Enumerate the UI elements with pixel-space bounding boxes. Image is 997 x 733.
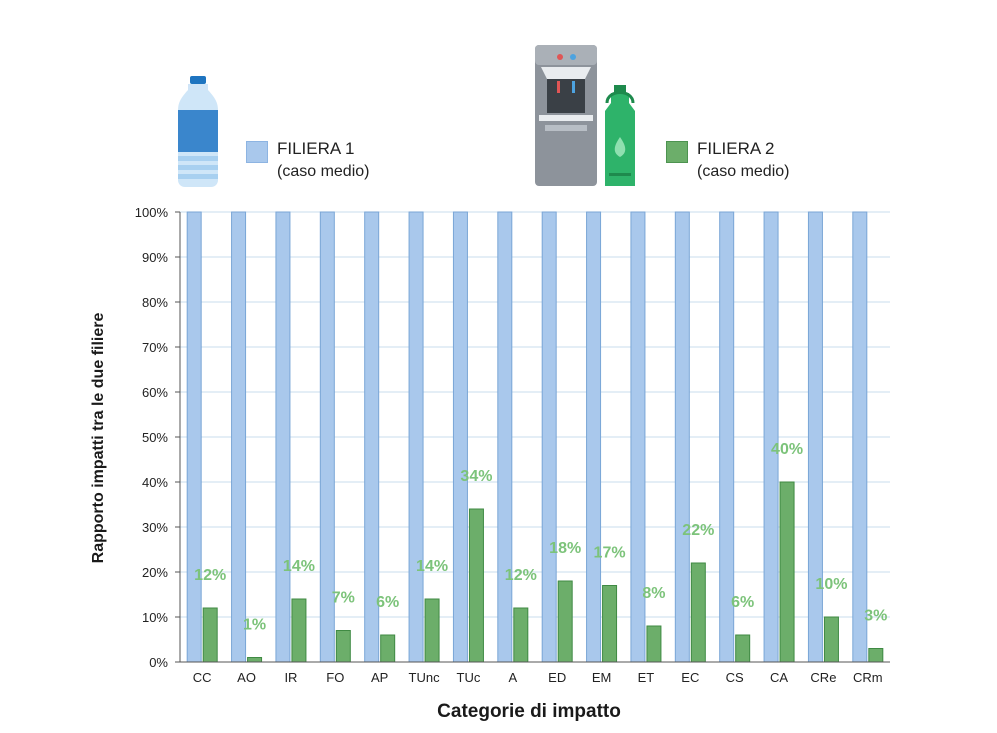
x-tick-label-AP: AP [371, 670, 388, 685]
legend-sublabel-filiera-2: (caso medio) [697, 163, 790, 180]
x-tick-label-CA: CA [770, 670, 788, 685]
data-label-AO: 1% [243, 617, 266, 634]
y-tick-label: 0% [149, 655, 168, 670]
y-tick-label: 20% [142, 565, 168, 580]
data-label-TUc: 34% [460, 468, 492, 485]
x-tick-label-EM: EM [592, 670, 612, 685]
bar-filiera-1-ED [541, 211, 557, 663]
y-tick-label: 70% [142, 340, 168, 355]
x-tick-label-CC: CC [193, 670, 212, 685]
y-tick-label: 80% [142, 295, 168, 310]
y-tick-label: 90% [142, 250, 168, 265]
legend-sublabel-filiera-1: (caso medio) [277, 163, 370, 180]
water-dispenser-and-flask-icon [535, 45, 635, 186]
y-axis: 0% 10% 20% 30% 40% 50% 60% 70% 80% 90% 100% [135, 205, 181, 670]
data-label-ET: 8% [642, 585, 665, 602]
x-tick-label-ED: ED [548, 670, 566, 685]
x-tick-label-CRe: CRe [810, 670, 836, 685]
bar-filiera-1-IR [275, 211, 291, 663]
bar-filiera-1-CRm [852, 211, 868, 663]
data-label-CRe: 10% [815, 576, 847, 593]
x-tick-label-A: A [508, 670, 517, 685]
x-tick-label-FO: FO [326, 670, 344, 685]
x-tick-label-TUnc: TUnc [409, 670, 441, 685]
y-tick-label: 30% [142, 520, 168, 535]
x-tick-label-TUc: TUc [457, 670, 481, 685]
bar-filiera-2-EM [602, 585, 618, 663]
y-axis-title: Rapporto impatti tra le due filiere [90, 313, 107, 564]
data-label-IR: 14% [283, 558, 315, 575]
data-label-ED: 18% [549, 540, 581, 557]
bar-filiera-2-CRm [868, 648, 884, 663]
data-label-FO: 7% [332, 590, 355, 607]
x-tick-label-IR: IR [284, 670, 297, 685]
bar-filiera-2-IR [291, 598, 307, 663]
bar-filiera-1-EC [674, 211, 690, 663]
bar-filiera-2-A [513, 607, 529, 663]
bar-filiera-1-AO [231, 211, 247, 663]
data-label-CRm: 3% [864, 608, 887, 625]
bar-filiera-2-AO [247, 657, 263, 663]
data-labels: 12% 1% 14% 7% 6% 14% 34% 12% 18% 17% 8% 22% 6% 40% 10%… [194, 441, 887, 634]
y-tick-label: 40% [142, 475, 168, 490]
bar-filiera-2-CRe [823, 616, 839, 663]
data-label-CS: 6% [731, 594, 754, 611]
y-tick-label: 50% [142, 430, 168, 445]
bar-filiera-2-EC [690, 562, 706, 663]
bar-filiera-2-FO [335, 630, 351, 663]
bar-filiera-2-CA [779, 481, 795, 663]
y-tick-label: 100% [135, 205, 169, 220]
y-tick-label: 60% [142, 385, 168, 400]
bar-filiera-1-TUc [452, 211, 468, 663]
legend-swatch-filiera-2 [666, 141, 688, 163]
legend-label-filiera-2: FILIERA 2 [697, 139, 775, 158]
x-tick-label-AO: AO [237, 670, 256, 685]
data-label-CA: 40% [771, 441, 803, 458]
water-bottle-icon [178, 76, 218, 187]
bar-filiera-1-CC [186, 211, 202, 663]
bar-filiera-1-CA [763, 211, 779, 663]
bar-filiera-2-ED [557, 580, 573, 663]
x-tick-label-CRm: CRm [853, 670, 883, 685]
bar-filiera-1-CRe [807, 211, 823, 663]
data-label-AP: 6% [376, 594, 399, 611]
bar-filiera-2-TUnc [424, 598, 440, 663]
x-tick-label-EC: EC [681, 670, 699, 685]
x-axis-title: Categorie di impatto [437, 701, 621, 722]
bar-filiera-2-AP [380, 634, 396, 663]
data-label-TUnc: 14% [416, 558, 448, 575]
bar-filiera-2-CS [735, 634, 751, 663]
bar-filiera-2-ET [646, 625, 662, 663]
x-tick-label-CS: CS [726, 670, 744, 685]
legend-label-filiera-1: FILIERA 1 [277, 139, 355, 158]
bar-filiera-2-TUc [468, 508, 484, 663]
bar-filiera-2-CC [202, 607, 218, 663]
data-label-EC: 22% [682, 522, 714, 539]
y-tick-label: 10% [142, 610, 168, 625]
data-label-EM: 17% [594, 545, 626, 562]
data-label-CC: 12% [194, 567, 226, 584]
data-label-A: 12% [505, 567, 537, 584]
x-tick-label-ET: ET [638, 670, 655, 685]
legend-swatch-filiera-1 [246, 141, 268, 163]
bar-filiera-1-TUnc [408, 211, 424, 663]
x-axis: CC AO IR FO AP TUnc TUc A ED EM ET EC CS CA CRe CRm [180, 661, 890, 685]
bar-filiera-1-EM [586, 211, 602, 663]
bar-filiera-1-A [497, 211, 513, 663]
